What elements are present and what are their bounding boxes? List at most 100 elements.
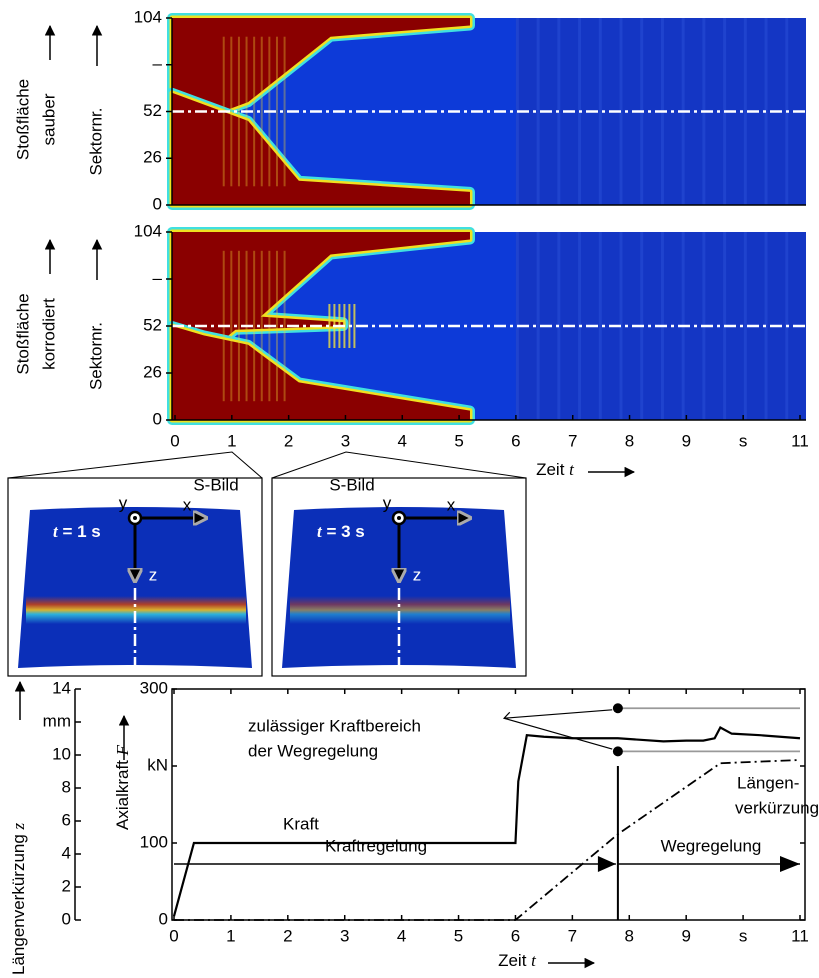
annotation: der Wegregelung	[248, 741, 378, 760]
y-tick-label: 104	[134, 7, 162, 26]
heatmap-streak	[764, 232, 768, 420]
y2-tick-label: 6	[62, 810, 71, 829]
y-tick-label: 52	[143, 315, 162, 334]
annotation: Wegregelung	[661, 836, 762, 855]
y-axis-title: Sektornr.	[86, 322, 105, 390]
heatmap-streak	[275, 36, 278, 187]
x-tick-label: 0	[169, 926, 178, 945]
inset-time-text: = 3 s	[326, 522, 364, 541]
axis-label-var: t	[531, 951, 537, 970]
axis-label-text: Zeit	[536, 460, 565, 479]
annotation: Kraft	[283, 814, 319, 833]
inset-time-text: = 1 s	[62, 522, 100, 541]
x-tick-label: 3	[341, 431, 350, 450]
heatmap-streak	[230, 36, 233, 187]
inset-time: t = 1 s	[53, 522, 101, 542]
axis-label: Axialkraft F	[113, 744, 133, 830]
axis-label: Zeit t	[536, 460, 575, 480]
inset-axis-label: x	[183, 495, 192, 514]
annotation-leader	[502, 711, 613, 750]
y2-tick-label: 2	[62, 876, 71, 895]
y-axis-title: Sektornr.	[86, 107, 105, 175]
inset-origin-dot	[133, 516, 137, 520]
control-arrowhead	[780, 856, 800, 872]
y2-tick-label: 10	[52, 744, 71, 763]
zoom-connector	[271, 451, 527, 479]
heatmap-blob	[328, 304, 331, 348]
range-marker	[612, 746, 623, 757]
y-tick-label: 26	[143, 148, 162, 167]
heatmap-streak	[283, 250, 286, 402]
heatmap-streak	[253, 250, 256, 402]
heatmap-streak	[283, 36, 286, 187]
x-tick-label: 1	[227, 431, 236, 450]
zoom-connector	[7, 451, 263, 479]
y-tick-label: 104	[134, 221, 162, 240]
x-tick-label: 3	[340, 926, 349, 945]
heatmap-streak	[743, 18, 747, 205]
annotation: Längen-	[737, 773, 799, 792]
y-tick-label: 26	[143, 362, 162, 381]
inset-axis-label: z	[413, 565, 422, 584]
heatmap-streak	[619, 18, 623, 205]
inset-time: t = 3 s	[317, 522, 365, 542]
x-tick-label: 1	[226, 926, 235, 945]
y2-tick-label: 8	[62, 777, 71, 796]
inset-time-var: t	[53, 522, 59, 541]
inset-axis-label: y	[383, 493, 392, 512]
control-arrowhead	[597, 856, 616, 872]
y2-tick-label: 0	[62, 909, 71, 928]
y-tick-label: 300	[140, 678, 168, 697]
y-tick-label: 100	[140, 832, 168, 851]
row-label: Stoßfläche	[13, 293, 32, 374]
axis-label-var: z	[9, 822, 28, 830]
heatmap-streak	[619, 232, 623, 420]
y2-tick-label: 14	[52, 678, 71, 697]
annotation: zulässiger Kraftbereich	[248, 716, 421, 735]
y-tick-label: 0	[153, 409, 162, 428]
y-tick-label: 0	[153, 194, 162, 213]
x-tick-label: 6	[511, 926, 520, 945]
axis-label-var: F	[113, 744, 132, 756]
inset-title: S-Bild	[193, 475, 238, 494]
x-tick-label: 5	[454, 431, 463, 450]
heatmap-streak	[536, 18, 540, 205]
inset-origin-dot	[397, 516, 401, 520]
x-tick-label: 6	[511, 431, 520, 450]
y2-tick-label: 4	[62, 843, 71, 862]
heatmap-streak	[237, 250, 240, 402]
x-tick-label: 8	[625, 926, 634, 945]
x-tick-label: 2	[284, 431, 293, 450]
x-tick-label: 11	[791, 926, 809, 945]
heatmap-streak	[230, 250, 233, 402]
heatmap-streak	[237, 36, 240, 187]
x-tick-label: 4	[398, 431, 407, 450]
heatmap-streak	[260, 250, 263, 402]
annotation: verkürzung	[735, 798, 819, 817]
heatmap-streak	[275, 250, 278, 402]
x-tick-label: 11	[791, 431, 809, 450]
inset-fan	[18, 507, 252, 668]
annotation-leader	[504, 709, 613, 719]
inset-fan	[282, 507, 516, 668]
inset-title: S-Bild	[329, 475, 374, 494]
y2-tick-label: mm	[43, 711, 71, 730]
y-tick-label: 52	[143, 101, 162, 120]
axis-label-var: t	[569, 460, 575, 479]
heatmap-blob	[353, 304, 356, 348]
row-label: korrodiert	[39, 298, 58, 370]
x-tick-label: 9	[681, 926, 690, 945]
x-tick-label: 7	[568, 926, 577, 945]
x-tick-label: 5	[454, 926, 463, 945]
inset-axis-label: y	[119, 493, 128, 512]
y-tick-label: –	[153, 54, 163, 73]
x-tick-label: 0	[170, 431, 179, 450]
row-label: sauber	[39, 93, 58, 145]
heatmap-hot	[172, 232, 470, 383]
axis-label: Zeit t	[498, 951, 537, 971]
axis-label-text: Zeit	[498, 951, 527, 970]
x-tick-label: 9	[682, 431, 691, 450]
y-tick-label: 0	[159, 909, 168, 928]
heatmap-streak	[536, 232, 540, 420]
